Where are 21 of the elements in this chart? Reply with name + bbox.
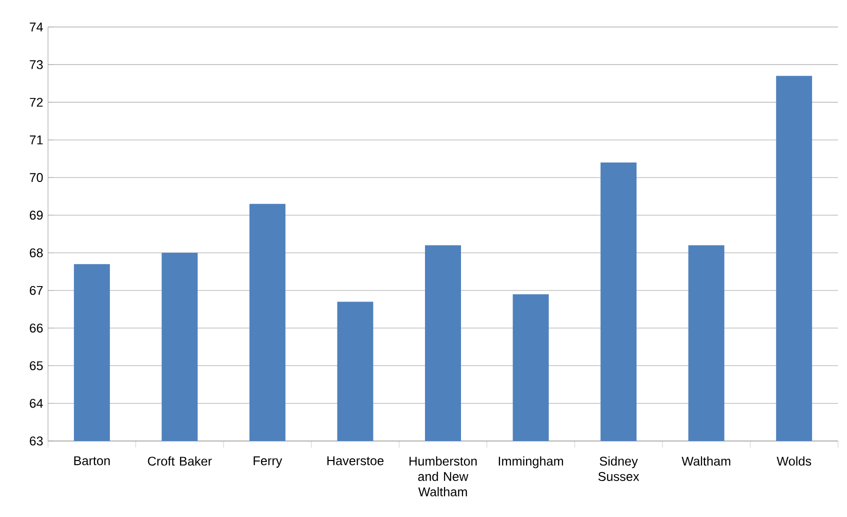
x-tick-label: Wolds (776, 456, 812, 466)
y-tick-label: 66 (30, 324, 43, 333)
y-tick-label: 63 (30, 436, 43, 446)
y-tick-label: 70 (30, 173, 43, 182)
x-tick-label: Sidney Sussex (598, 456, 640, 481)
x-tick-label: Haverstoe (327, 456, 384, 466)
x-tick-label: Humberston and New Waltham (410, 456, 477, 496)
y-tick-label: 69 (30, 210, 43, 220)
y-tick-label: 73 (30, 60, 43, 70)
x-tick-label: Ferry (254, 456, 282, 468)
y-tick-label: 68 (30, 248, 43, 258)
y-tick-label: 72 (30, 98, 43, 107)
y-tick-label: 64 (30, 398, 43, 408)
x-tick-label: Croft Baker (148, 456, 212, 466)
y-tick-label: 71 (30, 136, 43, 144)
x-tick-label: Waltham (682, 456, 730, 466)
x-tick-label: Immingham (498, 456, 564, 468)
x-tick-label: Barton (74, 456, 110, 466)
y-tick-label: 67 (30, 286, 43, 295)
y-tick-label: 65 (30, 361, 43, 370)
y-tick-label: 74 (30, 22, 43, 32)
